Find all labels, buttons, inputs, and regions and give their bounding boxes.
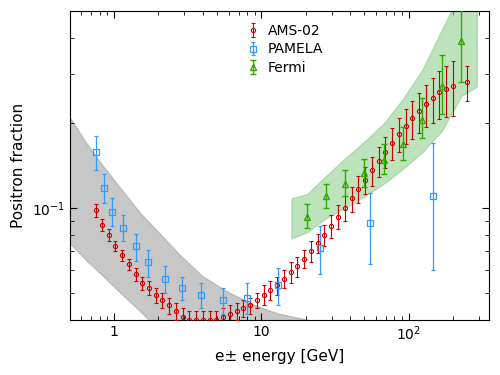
Y-axis label: Positron fraction: Positron fraction (11, 103, 26, 228)
Legend: AMS-02, PAMELA, Fermi: AMS-02, PAMELA, Fermi (244, 24, 324, 75)
X-axis label: e± energy [GeV]: e± energy [GeV] (214, 349, 344, 364)
